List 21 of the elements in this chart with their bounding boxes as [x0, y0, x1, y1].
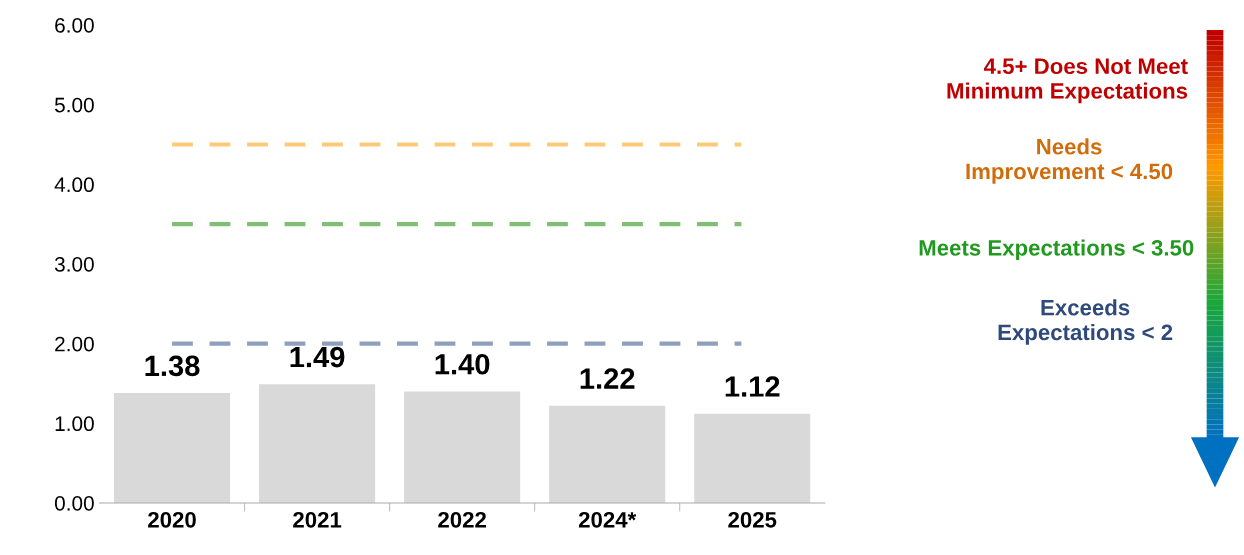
data-label: 1.12	[725, 376, 780, 397]
y-tick-label: 5.00	[54, 97, 94, 113]
text: 4.5+ Does Not Meet Minimum Expectations	[947, 58, 1188, 104]
y-tick-label: 6.00	[55, 17, 94, 33]
text: Needs Improvement < 4.50	[966, 138, 1173, 184]
x-tick-label: 2025	[728, 511, 777, 528]
y-tick-label: 1.00	[55, 416, 94, 432]
y-tick-label: 0.00	[54, 496, 94, 511]
text: Exceeds Expectations < 2	[998, 299, 1173, 345]
x-tick-label: 2022	[438, 511, 486, 528]
text: Meets Expectations < 3.50	[919, 239, 1194, 261]
y-tick-label: 3.00	[54, 256, 94, 272]
x-tick-label: 2024*	[578, 511, 637, 528]
data-label: 1.22	[580, 368, 635, 389]
data-label: 1.40	[435, 353, 490, 375]
x-tick-label: 2020	[148, 511, 196, 528]
y-tick-label: 2.00	[55, 336, 94, 352]
x-tick-label: 2021	[293, 511, 342, 528]
data-label: 1.49	[290, 346, 345, 368]
data-label: 1.38	[145, 355, 200, 377]
y-tick-label: 4.00	[54, 177, 94, 193]
